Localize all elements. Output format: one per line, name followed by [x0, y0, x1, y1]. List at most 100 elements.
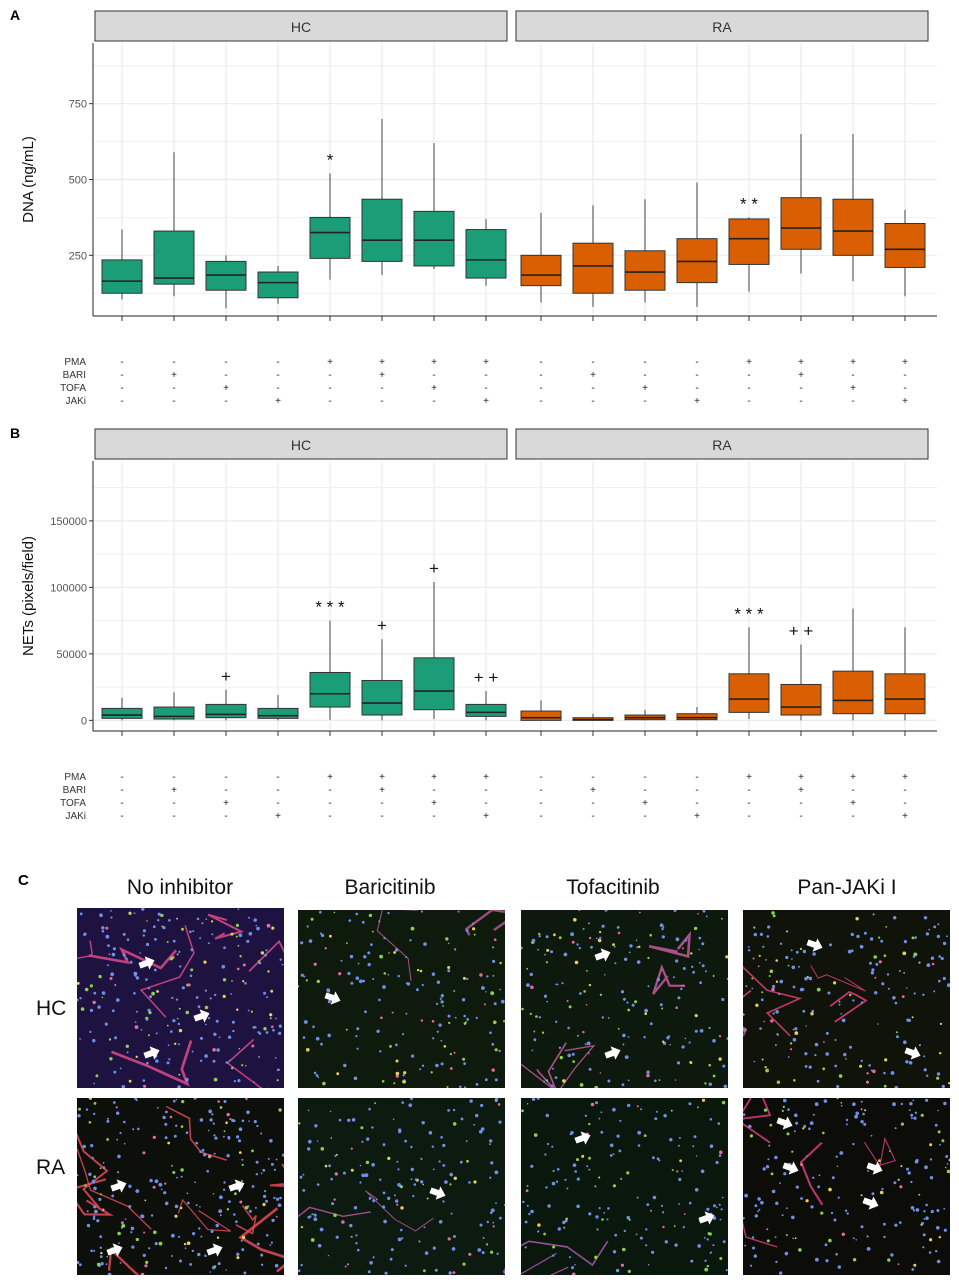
cell-nucleus	[898, 970, 901, 972]
cell-nucleus	[133, 992, 136, 995]
cell-nucleus	[620, 1263, 624, 1267]
condition-value: -	[903, 383, 906, 394]
cell-nucleus	[723, 1084, 728, 1088]
cell-nucleus	[781, 1109, 784, 1112]
net-strand	[648, 930, 692, 959]
cell-nucleus	[710, 1251, 713, 1254]
condition-value: +	[850, 772, 856, 783]
cell-nucleus	[219, 1195, 223, 1200]
cell-nucleus	[538, 932, 541, 936]
cell-nucleus	[900, 1165, 903, 1168]
cell-nucleus	[785, 1234, 788, 1236]
condition-value: -	[851, 785, 854, 796]
cell-nucleus	[712, 975, 715, 977]
cell-nucleus	[83, 932, 87, 936]
cell-nucleus	[922, 993, 925, 996]
arrow-icon	[138, 956, 155, 970]
cell-nucleus	[694, 1188, 699, 1192]
arrow-icon	[206, 1243, 223, 1257]
cell-nucleus	[699, 981, 702, 985]
cell-nucleus	[156, 990, 159, 993]
cell-nucleus	[673, 1225, 676, 1227]
cell-nucleus	[535, 1015, 538, 1018]
cell-nucleus	[217, 1100, 220, 1103]
cell-nucleus	[246, 939, 250, 943]
cell-nucleus	[331, 1202, 335, 1206]
cell-nucleus	[204, 1054, 208, 1058]
cell-nucleus	[186, 1201, 190, 1205]
condition-value: -	[224, 370, 227, 381]
cell-nucleus	[486, 1220, 489, 1224]
cell-nucleus	[144, 1199, 147, 1202]
net-strand	[829, 990, 868, 1023]
cell-nucleus	[246, 1110, 250, 1115]
cell-nucleus	[94, 1209, 98, 1214]
cell-nucleus	[925, 1216, 929, 1220]
cell-nucleus	[419, 969, 423, 973]
cell-nucleus	[256, 926, 260, 931]
cell-nucleus	[468, 1252, 472, 1256]
cell-nucleus	[387, 1196, 391, 1200]
cell-nucleus	[130, 1226, 135, 1231]
cell-nucleus	[152, 1185, 156, 1189]
cell-nucleus	[612, 1250, 617, 1254]
condition-value: +	[171, 785, 177, 796]
net-strand	[248, 939, 284, 972]
cell-nucleus	[598, 1176, 601, 1179]
cell-nucleus	[556, 983, 559, 986]
facet-strip-label: RA	[712, 19, 732, 35]
box-ra	[520, 254, 562, 287]
cell-nucleus	[579, 992, 582, 995]
condition-value: -	[695, 798, 698, 809]
cell-nucleus	[160, 1188, 163, 1191]
cell-nucleus	[125, 957, 128, 960]
net-strand	[177, 1198, 231, 1232]
cell-nucleus	[872, 913, 875, 916]
micrograph-tile	[298, 910, 505, 1088]
arrow-icon	[110, 1179, 127, 1193]
condition-value: -	[172, 383, 175, 394]
cell-nucleus	[107, 964, 110, 967]
cell-nucleus	[416, 988, 419, 992]
cell-nucleus	[226, 1112, 230, 1117]
cell-nucleus	[348, 919, 352, 922]
cell-nucleus	[272, 1028, 275, 1032]
cell-nucleus	[420, 1019, 424, 1022]
cell-nucleus	[759, 1027, 762, 1030]
cell-nucleus	[770, 1172, 774, 1176]
cell-nucleus	[428, 1131, 433, 1135]
cell-nucleus	[184, 1247, 187, 1250]
cell-nucleus	[486, 1243, 489, 1246]
cell-nucleus	[757, 1210, 759, 1213]
cell-nucleus	[320, 933, 325, 938]
cell-nucleus	[110, 910, 112, 912]
cell-nucleus	[492, 959, 496, 963]
cell-nucleus	[524, 1220, 528, 1224]
cell-nucleus	[692, 970, 695, 974]
condition-value: -	[276, 370, 279, 381]
cell-nucleus	[546, 1142, 550, 1146]
cell-nucleus	[910, 1180, 913, 1184]
condition-value: -	[276, 357, 279, 368]
cell-nucleus	[635, 1233, 638, 1236]
cell-nucleus	[452, 1271, 456, 1274]
cell-nucleus	[743, 1013, 745, 1016]
cell-nucleus	[588, 1212, 592, 1216]
cell-nucleus	[306, 1048, 310, 1052]
condition-value: -	[380, 383, 383, 394]
cell-nucleus	[356, 1047, 359, 1050]
cell-nucleus	[298, 1122, 301, 1125]
cell-nucleus	[219, 1214, 222, 1217]
cell-nucleus	[936, 1259, 941, 1264]
cell-nucleus	[526, 1185, 529, 1187]
cell-nucleus	[791, 1215, 795, 1220]
cell-nucleus	[114, 984, 117, 986]
cell-nucleus	[526, 983, 530, 987]
cell-nucleus	[658, 1159, 661, 1162]
cell-nucleus	[205, 1023, 207, 1026]
cell-nucleus	[77, 998, 79, 1002]
cell-nucleus	[682, 984, 685, 987]
cell-nucleus	[779, 979, 784, 984]
cell-nucleus	[148, 1034, 150, 1037]
cell-nucleus	[677, 996, 681, 1000]
